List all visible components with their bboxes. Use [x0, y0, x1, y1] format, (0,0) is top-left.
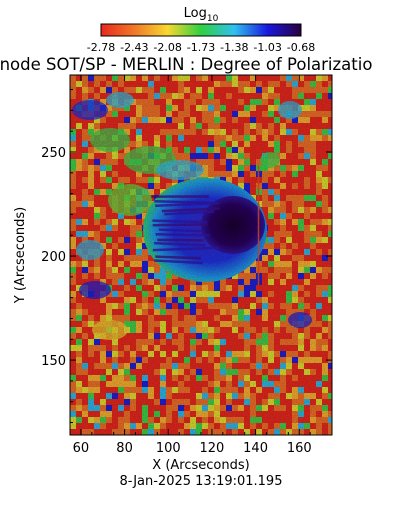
x-tick-label: 100: [156, 441, 181, 456]
colorbar-tick-label: -0.68: [287, 41, 315, 54]
colorbar-tick-label: -2.78: [87, 41, 115, 54]
colorbar-tick-label: -2.43: [120, 41, 148, 54]
x-tick-label: 140: [243, 441, 268, 456]
y-tick-label: 250: [41, 146, 66, 161]
x-axis-ticks: 60 80 100 120 140 160: [73, 75, 312, 456]
x-tick-label: 120: [200, 441, 225, 456]
x-tick-label: 80: [116, 441, 133, 456]
colorbar-label: Log10: [184, 6, 219, 24]
y-axis-ticks: 150 200 250: [41, 89, 332, 424]
x-tick-label: 60: [73, 441, 90, 456]
polarization-image: [70, 75, 332, 435]
colorbar-tick-label: -2.08: [153, 41, 181, 54]
colorbar: [100, 23, 302, 37]
colorbar-tick-label: -1.38: [220, 41, 248, 54]
colorbar-ticks: -2.78 -2.43 -2.08 -1.73 -1.38 -1.03 -0.68: [87, 41, 315, 54]
colorbar-tick-label: -1.73: [187, 41, 215, 54]
colorbar-tick-label: -1.03: [253, 41, 281, 54]
chart-title: inode SOT/SP - MERLIN : Degree of Polari…: [0, 55, 372, 74]
y-tick-label: 150: [41, 354, 66, 369]
y-axis-label: Y (Arcseconds): [13, 207, 28, 304]
x-axis-label: X (Arcseconds): [152, 458, 249, 473]
x-tick-label: 160: [287, 441, 312, 456]
timestamp-footer: 8-Jan-2025 13:19:01.195: [120, 474, 283, 489]
y-tick-label: 200: [41, 250, 66, 265]
